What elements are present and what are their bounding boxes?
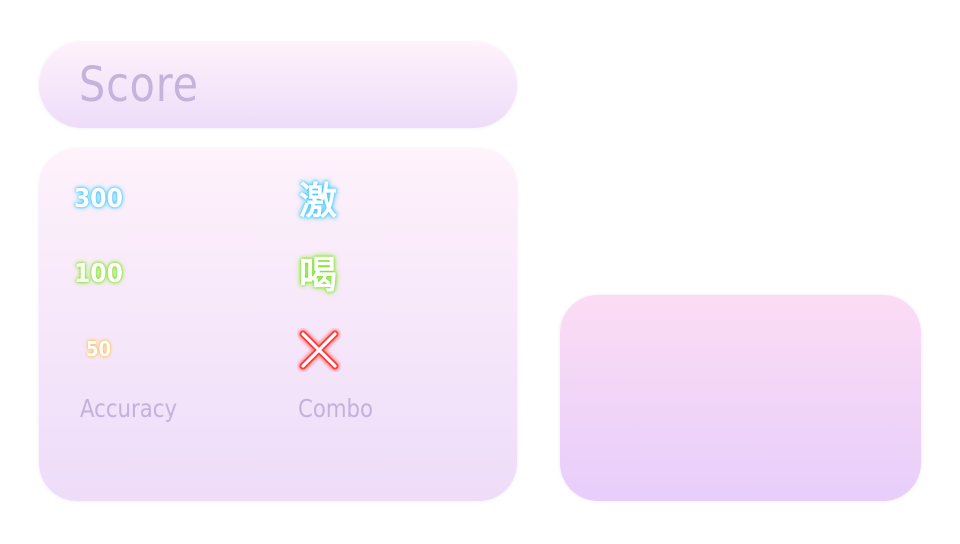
result-panel [560, 295, 921, 501]
judgement-50-label: 50 [86, 337, 112, 361]
judgement-100-label: 100 [74, 259, 123, 289]
stats-panel: 300 激 100 喝 50 [39, 149, 517, 501]
judgement-geki-label: 激 [299, 179, 338, 223]
accuracy-label: Accuracy [80, 394, 178, 423]
score-title: Score [79, 57, 199, 113]
miss-x-icon [299, 330, 339, 370]
judgement-300-label: 300 [74, 184, 123, 214]
score-panel: Score [39, 42, 517, 128]
judgement-katsu-label: 喝 [299, 253, 338, 297]
combo-label: Combo [298, 394, 374, 423]
